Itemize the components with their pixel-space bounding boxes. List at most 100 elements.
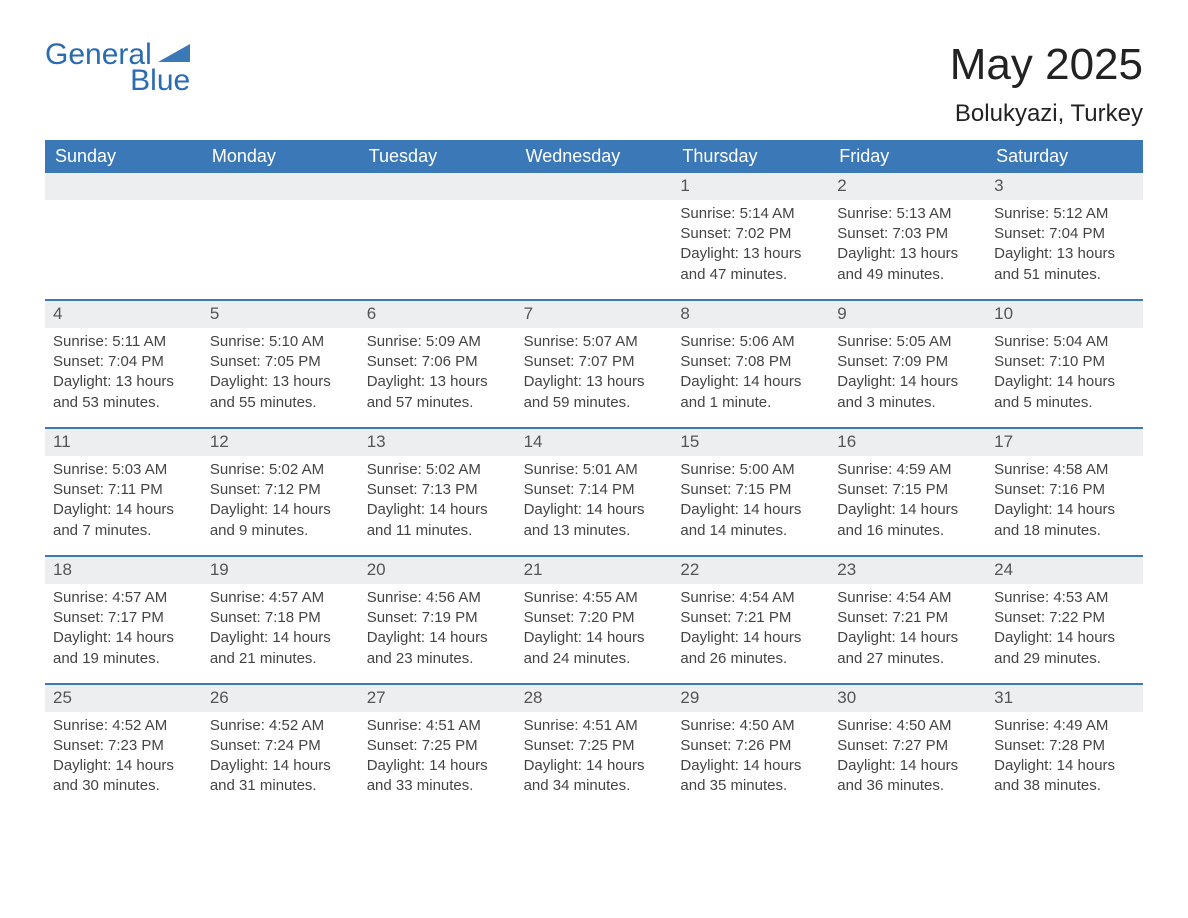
day-cell: 14Sunrise: 5:01 AMSunset: 7:14 PMDayligh… bbox=[516, 427, 673, 555]
day-number: 15 bbox=[672, 427, 829, 456]
day-cell: 9Sunrise: 5:05 AMSunset: 7:09 PMDaylight… bbox=[829, 299, 986, 427]
sunset-line: Sunset: 7:06 PM bbox=[367, 352, 508, 372]
sunset-line: Sunset: 7:18 PM bbox=[210, 608, 351, 628]
daylight-line: Daylight: 13 hours and 55 minutes. bbox=[210, 372, 351, 413]
sunrise-line: Sunrise: 5:02 AM bbox=[210, 460, 351, 480]
day-content: Sunrise: 4:55 AMSunset: 7:20 PMDaylight:… bbox=[516, 584, 673, 683]
day-cell: 26Sunrise: 4:52 AMSunset: 7:24 PMDayligh… bbox=[202, 683, 359, 811]
sunset-line: Sunset: 7:22 PM bbox=[994, 608, 1135, 628]
sunset-line: Sunset: 7:15 PM bbox=[680, 480, 821, 500]
daylight-line: Daylight: 13 hours and 59 minutes. bbox=[524, 372, 665, 413]
day-content: Sunrise: 4:57 AMSunset: 7:18 PMDaylight:… bbox=[202, 584, 359, 683]
day-number: 30 bbox=[829, 683, 986, 712]
day-cell bbox=[359, 173, 516, 299]
daylight-line: Daylight: 14 hours and 26 minutes. bbox=[680, 628, 821, 669]
day-cell: 4 Sunrise: 5:11 AMSunset: 7:04 PMDaylight… bbox=[45, 299, 202, 427]
day-cell: 27Sunrise: 4:51 AMSunset: 7:25 PMDayligh… bbox=[359, 683, 516, 811]
sunset-line: Sunset: 7:21 PM bbox=[680, 608, 821, 628]
day-content: Sunrise: 4:51 AMSunset: 7:25 PMDaylight:… bbox=[359, 712, 516, 811]
day-content: Sunrise: 5:03 AMSunset: 7:11 PMDaylight:… bbox=[45, 456, 202, 555]
daylight-line: Daylight: 14 hours and 21 minutes. bbox=[210, 628, 351, 669]
day-cell: 22Sunrise: 4:54 AMSunset: 7:21 PMDayligh… bbox=[672, 555, 829, 683]
day-number: 27 bbox=[359, 683, 516, 712]
sunrise-line: Sunrise: 4:52 AM bbox=[53, 716, 194, 736]
day-cell: 20Sunrise: 4:56 AMSunset: 7:19 PMDayligh… bbox=[359, 555, 516, 683]
day-number: 26 bbox=[202, 683, 359, 712]
day-cell: 28Sunrise: 4:51 AMSunset: 7:25 PMDayligh… bbox=[516, 683, 673, 811]
calendar: SundayMondayTuesdayWednesdayThursdayFrid… bbox=[45, 140, 1143, 811]
sunset-line: Sunset: 7:24 PM bbox=[210, 736, 351, 756]
daylight-line: Daylight: 14 hours and 29 minutes. bbox=[994, 628, 1135, 669]
day-content: Sunrise: 5:12 AMSunset: 7:04 PMDaylight:… bbox=[986, 200, 1143, 299]
sunset-line: Sunset: 7:19 PM bbox=[367, 608, 508, 628]
daylight-line: Daylight: 13 hours and 57 minutes. bbox=[367, 372, 508, 413]
daylight-line: Daylight: 14 hours and 18 minutes. bbox=[994, 500, 1135, 541]
weekday-header: Sunday bbox=[45, 140, 202, 173]
day-content: Sunrise: 5:02 AMSunset: 7:13 PMDaylight:… bbox=[359, 456, 516, 555]
day-content: Sunrise: 4:57 AMSunset: 7:17 PMDaylight:… bbox=[45, 584, 202, 683]
daylight-line: Daylight: 14 hours and 35 minutes. bbox=[680, 756, 821, 797]
sunrise-line: Sunrise: 4:51 AM bbox=[367, 716, 508, 736]
day-cell: 10Sunrise: 5:04 AMSunset: 7:10 PMDayligh… bbox=[986, 299, 1143, 427]
sunset-line: Sunset: 7:03 PM bbox=[837, 224, 978, 244]
sunset-line: Sunset: 7:04 PM bbox=[994, 224, 1135, 244]
sunrise-line: Sunrise: 4:50 AM bbox=[837, 716, 978, 736]
day-content: Sunrise: 5:13 AMSunset: 7:03 PMDaylight:… bbox=[829, 200, 986, 299]
day-cell: 31Sunrise: 4:49 AMSunset: 7:28 PMDayligh… bbox=[986, 683, 1143, 811]
day-content: Sunrise: 5:01 AMSunset: 7:14 PMDaylight:… bbox=[516, 456, 673, 555]
title-block: May 2025 bbox=[950, 40, 1143, 90]
daylight-line: Daylight: 14 hours and 36 minutes. bbox=[837, 756, 978, 797]
sunrise-line: Sunrise: 4:57 AM bbox=[53, 588, 194, 608]
weekday-header: Tuesday bbox=[359, 140, 516, 173]
weekday-header: Thursday bbox=[672, 140, 829, 173]
sunset-line: Sunset: 7:25 PM bbox=[367, 736, 508, 756]
daylight-line: Daylight: 14 hours and 14 minutes. bbox=[680, 500, 821, 541]
sunset-line: Sunset: 7:07 PM bbox=[524, 352, 665, 372]
day-cell: 3Sunrise: 5:12 AMSunset: 7:04 PMDaylight… bbox=[986, 173, 1143, 299]
day-cell bbox=[516, 173, 673, 299]
day-number: 21 bbox=[516, 555, 673, 584]
daylight-line: Daylight: 13 hours and 47 minutes. bbox=[680, 244, 821, 285]
sunset-line: Sunset: 7:05 PM bbox=[210, 352, 351, 372]
day-number: 8 bbox=[672, 299, 829, 328]
day-number bbox=[359, 173, 516, 200]
day-number: 18 bbox=[45, 555, 202, 584]
sunset-line: Sunset: 7:28 PM bbox=[994, 736, 1135, 756]
day-cell: 23 Sunrise: 4:54 AMSunset: 7:21 PMDayligh… bbox=[829, 555, 986, 683]
sunset-line: Sunset: 7:21 PM bbox=[837, 608, 978, 628]
day-number: 7 bbox=[516, 299, 673, 328]
day-content: Sunrise: 5:04 AMSunset: 7:10 PMDaylight:… bbox=[986, 328, 1143, 427]
day-number: 2 bbox=[829, 173, 986, 200]
sunrise-line: Sunrise: 5:11 AM bbox=[53, 332, 194, 352]
day-number: 14 bbox=[516, 427, 673, 456]
day-content: Sunrise: 5:00 AMSunset: 7:15 PMDaylight:… bbox=[672, 456, 829, 555]
day-number: 4 bbox=[45, 299, 202, 328]
day-cell bbox=[45, 173, 202, 299]
day-number: 23 bbox=[829, 555, 986, 584]
day-number: 28 bbox=[516, 683, 673, 712]
day-cell: 5Sunrise: 5:10 AMSunset: 7:05 PMDaylight… bbox=[202, 299, 359, 427]
sunrise-line: Sunrise: 5:04 AM bbox=[994, 332, 1135, 352]
day-cell: 2Sunrise: 5:13 AMSunset: 7:03 PMDaylight… bbox=[829, 173, 986, 299]
sunset-line: Sunset: 7:15 PM bbox=[837, 480, 978, 500]
day-content: Sunrise: 5:05 AMSunset: 7:09 PMDaylight:… bbox=[829, 328, 986, 427]
sunrise-line: Sunrise: 4:49 AM bbox=[994, 716, 1135, 736]
sunset-line: Sunset: 7:16 PM bbox=[994, 480, 1135, 500]
daylight-line: Daylight: 14 hours and 5 minutes. bbox=[994, 372, 1135, 413]
daylight-line: Daylight: 13 hours and 53 minutes. bbox=[53, 372, 194, 413]
day-content bbox=[45, 200, 202, 218]
daylight-line: Daylight: 14 hours and 27 minutes. bbox=[837, 628, 978, 669]
sunrise-line: Sunrise: 4:52 AM bbox=[210, 716, 351, 736]
sunset-line: Sunset: 7:09 PM bbox=[837, 352, 978, 372]
sunrise-line: Sunrise: 5:02 AM bbox=[367, 460, 508, 480]
sunset-line: Sunset: 7:27 PM bbox=[837, 736, 978, 756]
sunset-line: Sunset: 7:04 PM bbox=[53, 352, 194, 372]
day-content: Sunrise: 5:02 AMSunset: 7:12 PMDaylight:… bbox=[202, 456, 359, 555]
sunrise-line: Sunrise: 5:03 AM bbox=[53, 460, 194, 480]
sunrise-line: Sunrise: 4:54 AM bbox=[837, 588, 978, 608]
sunrise-line: Sunrise: 5:14 AM bbox=[680, 204, 821, 224]
day-content: Sunrise: 4:49 AMSunset: 7:28 PMDaylight:… bbox=[986, 712, 1143, 811]
daylight-line: Daylight: 14 hours and 7 minutes. bbox=[53, 500, 194, 541]
sunset-line: Sunset: 7:14 PM bbox=[524, 480, 665, 500]
sunset-line: Sunset: 7:12 PM bbox=[210, 480, 351, 500]
